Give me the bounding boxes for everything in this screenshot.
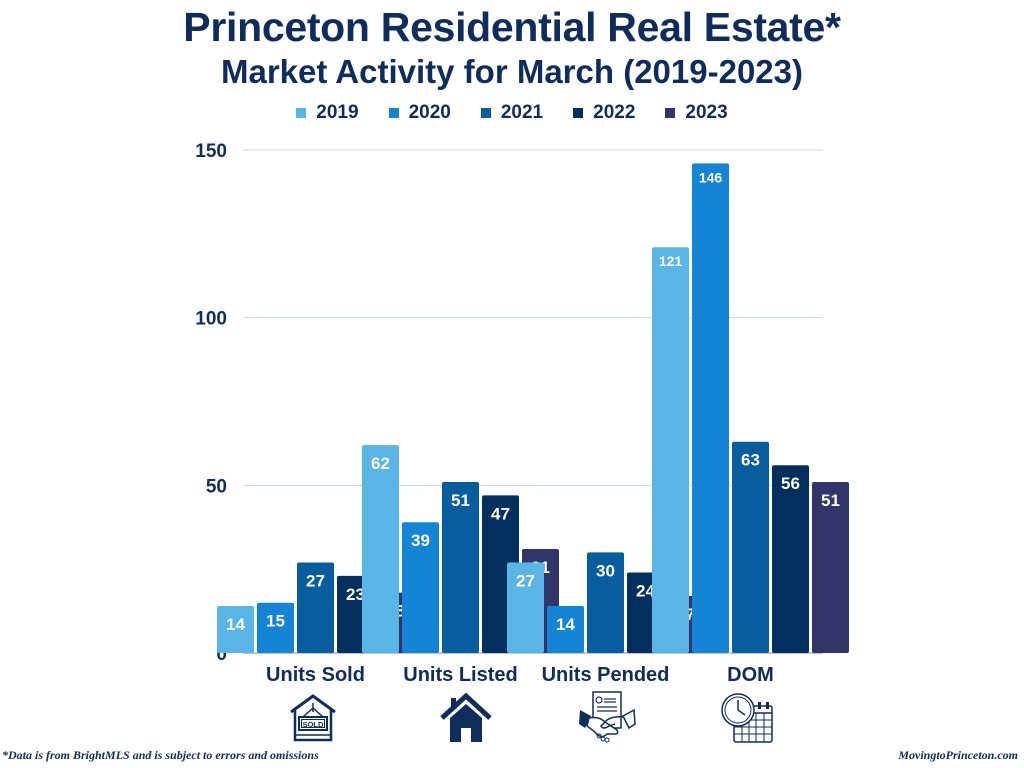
bar	[652, 247, 689, 653]
legend-label: 2019	[316, 102, 359, 123]
legend: 2019 2020 2021 2022 2023	[0, 102, 1024, 124]
data-disclaimer: *Data is from BrightMLS and is subject t…	[2, 748, 319, 762]
chart-title: Princeton Residential Real Estate*	[183, 4, 841, 50]
bar	[362, 445, 399, 653]
bar	[692, 163, 729, 653]
legend-swatch	[480, 108, 491, 118]
sold-sign-house-icon: SOLD	[285, 690, 341, 746]
legend-item: 2022	[573, 102, 635, 124]
y-tick-label: 0	[216, 644, 227, 665]
bar	[547, 606, 584, 653]
data-label: 146	[699, 169, 723, 185]
data-label: 56	[781, 474, 800, 493]
data-label: 30	[596, 561, 615, 580]
bar	[732, 441, 769, 653]
bar	[442, 481, 479, 653]
y-tick-label: 50	[206, 476, 227, 497]
legend-swatch	[573, 108, 584, 118]
data-label: 63	[741, 451, 760, 470]
data-label: 27	[306, 571, 325, 590]
svg-text:SOLD: SOLD	[303, 720, 324, 729]
data-label: 51	[451, 491, 470, 510]
data-label: 23	[346, 585, 365, 604]
data-label: 14	[556, 615, 575, 634]
data-label: 62	[371, 454, 390, 473]
legend-label: 2023	[685, 102, 728, 123]
legend-label: 2022	[593, 102, 636, 123]
bar	[812, 481, 849, 653]
legend-item: 2019	[296, 102, 359, 124]
handshake-contract-icon	[577, 690, 636, 746]
legend-swatch	[665, 108, 676, 118]
data-label: 51	[821, 491, 840, 510]
legend-label: 2021	[500, 102, 544, 123]
chart-subtitle: Market Activity for March (2019-2023)	[220, 53, 803, 90]
x-category-label: Units Listed	[403, 664, 517, 686]
data-label: 121	[659, 253, 683, 269]
legend-label: 2020	[408, 102, 451, 123]
legend-swatch	[388, 108, 399, 118]
bar	[402, 522, 439, 653]
bar	[257, 602, 294, 653]
legend-item: 2021	[480, 102, 544, 124]
data-label: 15	[266, 612, 285, 631]
data-label: 47	[491, 504, 510, 523]
legend-item: 2023	[665, 102, 728, 124]
clock-calendar-icon	[720, 690, 776, 746]
bar	[297, 562, 334, 653]
legend-item: 2020	[388, 102, 451, 124]
data-label: 14	[226, 615, 245, 634]
y-tick-label: 150	[195, 141, 227, 162]
x-category-label: Units Pended	[542, 664, 670, 686]
x-category-label: Units Sold	[266, 664, 365, 686]
bar	[507, 562, 544, 653]
website-link[interactable]: MovingtoPrinceton.com	[898, 748, 1018, 762]
bar	[772, 465, 809, 653]
data-label: 24	[636, 582, 655, 601]
y-tick-label: 100	[195, 309, 227, 330]
bar	[217, 606, 254, 653]
legend-swatch	[296, 108, 307, 118]
bar	[587, 552, 624, 653]
data-label: 27	[516, 571, 535, 590]
data-label: 39	[411, 531, 430, 550]
x-category-label: DOM	[727, 664, 774, 686]
house-icon	[438, 690, 494, 746]
